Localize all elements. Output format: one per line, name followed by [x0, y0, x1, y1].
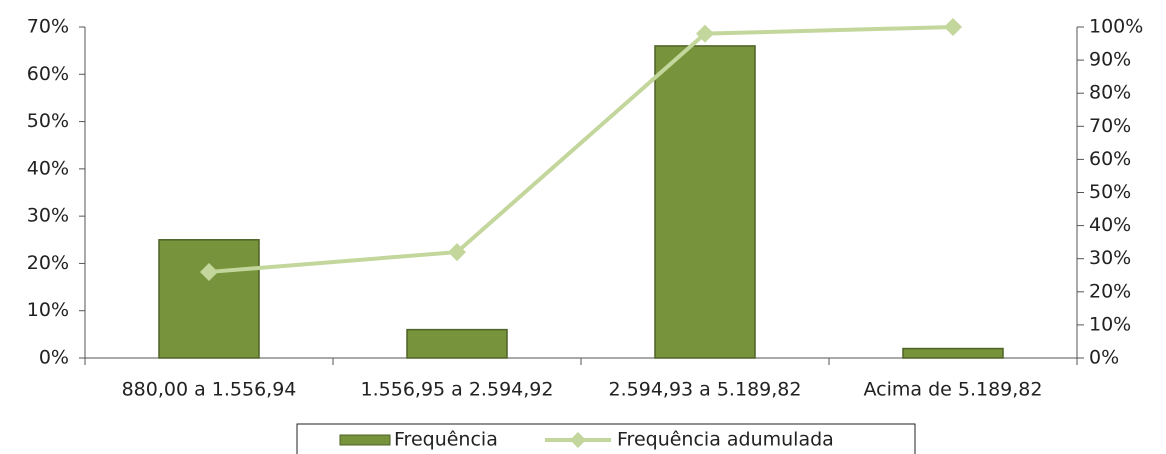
- x-tick-label: Acima de 5.189,82: [864, 379, 1043, 401]
- line-marker: [944, 18, 962, 36]
- legend-label: Frequência adumulada: [617, 429, 834, 451]
- y-tick-label: 30%: [27, 205, 69, 227]
- x-tick-label: 1.556,95 a 2.594,92: [361, 379, 554, 401]
- y-tick-label: 0%: [39, 347, 69, 369]
- line-marker: [200, 262, 218, 281]
- y-tick-label: 20%: [27, 252, 69, 274]
- y2-tick-label: 50%: [1089, 181, 1131, 203]
- y2-tick-label: 0%: [1089, 347, 1119, 369]
- legend-label: Frequência: [394, 429, 498, 451]
- y-tick-label: 50%: [27, 110, 69, 132]
- y-tick-label: 10%: [27, 299, 69, 321]
- y2-tick-label: 70%: [1089, 115, 1131, 137]
- bar: [902, 347, 1004, 359]
- line-marker: [448, 243, 466, 262]
- y2-tick-label: 30%: [1089, 247, 1131, 269]
- y2-tick-label: 40%: [1089, 214, 1131, 236]
- bar: [406, 328, 508, 359]
- bar: [654, 45, 756, 359]
- y-tick-label: 60%: [27, 63, 69, 85]
- y2-tick-label: 10%: [1089, 313, 1131, 335]
- y-tick-label: 40%: [27, 157, 69, 179]
- line: [208, 25, 954, 274]
- bar: [158, 239, 260, 359]
- x-tick-label: 2.594,93 a 5.189,82: [609, 379, 802, 401]
- line-marker: [696, 24, 714, 43]
- y2-tick-label: 20%: [1089, 280, 1131, 302]
- legend-marker: [570, 432, 586, 448]
- y2-tick-label: 100%: [1089, 16, 1143, 38]
- y2-tick-label: 60%: [1089, 148, 1131, 170]
- y2-tick-label: 90%: [1089, 49, 1131, 71]
- y-tick-label: 70%: [27, 16, 69, 38]
- x-tick-label: 880,00 a 1.556,94: [122, 379, 297, 401]
- y2-tick-label: 80%: [1089, 82, 1131, 104]
- legend-swatch: [339, 434, 391, 446]
